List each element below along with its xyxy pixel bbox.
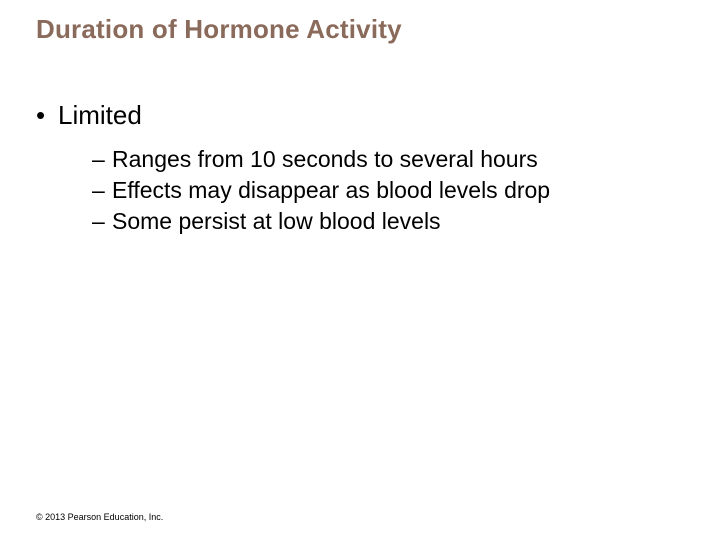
dash-icon: – [92, 207, 105, 236]
bullet-dot: • [36, 100, 45, 131]
level2-text: Ranges from 10 seconds to several hours [112, 146, 538, 172]
bullet-level1: • Limited [36, 100, 684, 131]
bullet-level2: – Ranges from 10 seconds to several hour… [92, 145, 684, 174]
level2-text: Effects may disappear as blood levels dr… [112, 177, 550, 203]
dash-icon: – [92, 145, 105, 174]
dash-icon: – [92, 176, 105, 205]
bullet-level2: – Effects may disappear as blood levels … [92, 176, 684, 205]
copyright-text: © 2013 Pearson Education, Inc. [36, 512, 163, 522]
slide: Duration of Hormone Activity • Limited –… [0, 0, 720, 540]
slide-title: Duration of Hormone Activity [36, 14, 402, 45]
bullet-level2: – Some persist at low blood levels [92, 207, 684, 236]
level1-text: Limited [58, 100, 142, 130]
level2-text: Some persist at low blood levels [112, 208, 441, 234]
level2-group: – Ranges from 10 seconds to several hour… [36, 145, 684, 235]
slide-content: • Limited – Ranges from 10 seconds to se… [36, 100, 684, 237]
